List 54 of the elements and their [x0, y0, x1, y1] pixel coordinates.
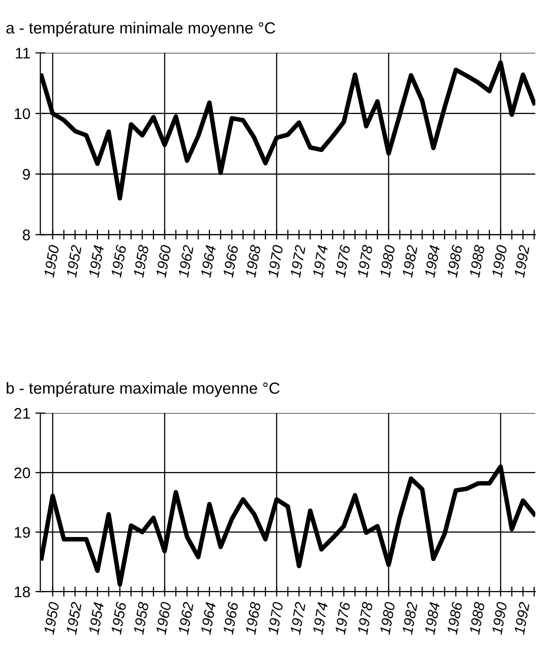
y-tick-label: 18 [14, 586, 30, 598]
x-tick-label: 1982 [402, 244, 418, 278]
x-tick-label: 1968 [245, 601, 261, 635]
x-tick-label: 1970 [268, 602, 284, 635]
x-tick-label: 1992 [514, 602, 530, 635]
x-tick-label: 1972 [290, 244, 306, 278]
y-tick-label: 21 [14, 408, 30, 419]
x-tick-label: 1972 [290, 602, 306, 635]
y-tick-label: 11 [16, 48, 30, 58]
chart-title: b - température maximale moyenne °C [6, 382, 280, 397]
x-tick-label: 1980 [380, 244, 396, 278]
x-tick-label: 1976 [334, 601, 350, 635]
y-tick-label: 20 [14, 467, 30, 478]
x-tick-label: 1962 [178, 602, 194, 635]
x-tick-label: 1956 [110, 244, 127, 278]
x-tick-label: 1984 [424, 602, 440, 635]
x-tick-label: 1988 [469, 244, 485, 278]
x-tick-label: 1974 [312, 244, 328, 278]
x-tick-label: 1984 [424, 244, 440, 278]
x-tick-label: 1952 [66, 244, 82, 278]
x-tick-label: 1986 [446, 601, 462, 635]
y-tick-label: 19 [14, 526, 30, 538]
x-tick-label: 1978 [357, 244, 373, 278]
chart-title: a - température minimale moyenne °C [6, 22, 276, 37]
x-tick-label: 1978 [357, 601, 373, 635]
x-tick-label: 1950 [44, 602, 60, 635]
x-tick-label: 1986 [446, 244, 462, 278]
x-tick-label: 1990 [492, 602, 508, 635]
x-tick-label: 1958 [133, 601, 149, 635]
x-tick-label: 1950 [44, 244, 60, 278]
x-tick-label: 1990 [492, 244, 508, 278]
y-tick-label: 10 [14, 108, 30, 120]
x-tick-label: 1960 [156, 602, 172, 635]
y-tick-label: 8 [22, 230, 30, 240]
x-tick-label: 1992 [514, 244, 530, 278]
y-tick-label: 9 [22, 168, 30, 180]
x-tick-label: 1952 [66, 602, 82, 635]
x-tick-label: 1988 [469, 601, 485, 635]
x-tick-label: 1966 [222, 244, 239, 278]
x-tick-label: 1964 [200, 244, 216, 278]
x-tick-label: 1954 [88, 244, 104, 278]
x-tick-label: 1954 [88, 602, 104, 635]
x-tick-label: 1974 [312, 602, 328, 635]
x-tick-label: 1968 [245, 244, 261, 278]
x-tick-label: 1970 [268, 244, 284, 278]
x-tick-label: 1966 [222, 601, 239, 635]
x-tick-label: 1960 [156, 244, 172, 278]
x-tick-label: 1958 [133, 244, 149, 278]
x-tick-label: 1956 [110, 601, 127, 635]
x-tick-label: 1964 [200, 602, 216, 635]
x-tick-label: 1976 [334, 244, 350, 278]
x-tick-label: 1980 [380, 602, 396, 635]
x-tick-label: 1962 [178, 244, 194, 278]
x-tick-label: 1982 [402, 602, 418, 635]
